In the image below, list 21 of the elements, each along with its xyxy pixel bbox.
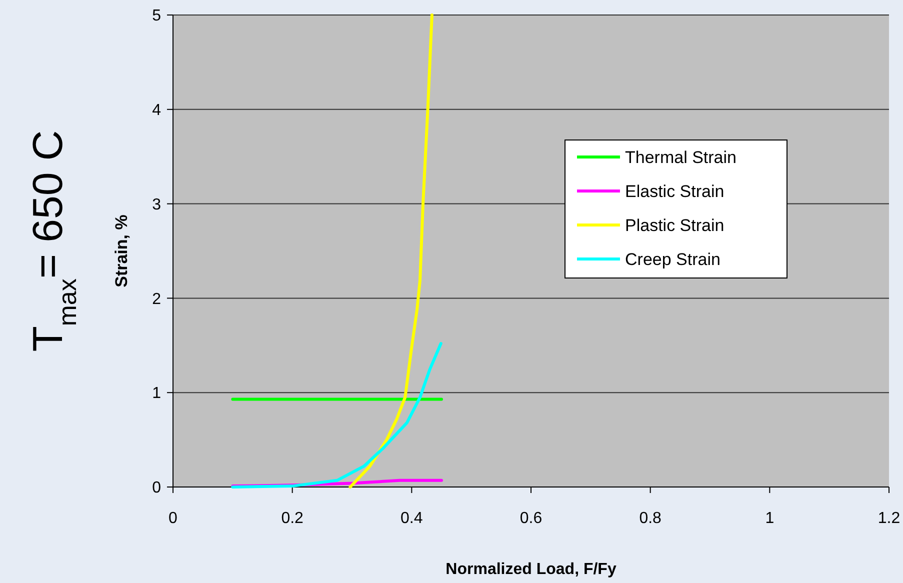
y-tick-label: 5	[152, 8, 162, 25]
x-tick-label: 0.2	[281, 510, 304, 527]
line-series	[348, 14, 434, 488]
x-tick-label: 0.6	[520, 510, 542, 527]
y-tick-label: 3	[152, 196, 162, 214]
x-tick-label: 1	[765, 510, 774, 527]
y-tick-label: 0	[152, 480, 162, 497]
x-axis-title: Normalized Load, F/Fy	[446, 561, 616, 578]
x-tick-label: 0.8	[639, 510, 662, 527]
x-tick-label: 0	[168, 510, 178, 527]
y-tick-label: 1	[152, 385, 162, 402]
legend-label: Elastic Strain	[625, 182, 724, 201]
legend-label: Thermal Strain	[625, 148, 736, 167]
x-tick-label: 1.2	[878, 510, 900, 527]
line-series	[231, 342, 442, 488]
y-tick-label: 4	[152, 102, 162, 119]
x-tick-label: 0.4	[400, 510, 423, 527]
legend-label: Plastic Strain	[625, 216, 724, 235]
y-tick-label: 2	[152, 290, 162, 308]
y-axis-title: Strain, %	[112, 214, 131, 288]
legend-label: Creep Strain	[625, 250, 720, 269]
